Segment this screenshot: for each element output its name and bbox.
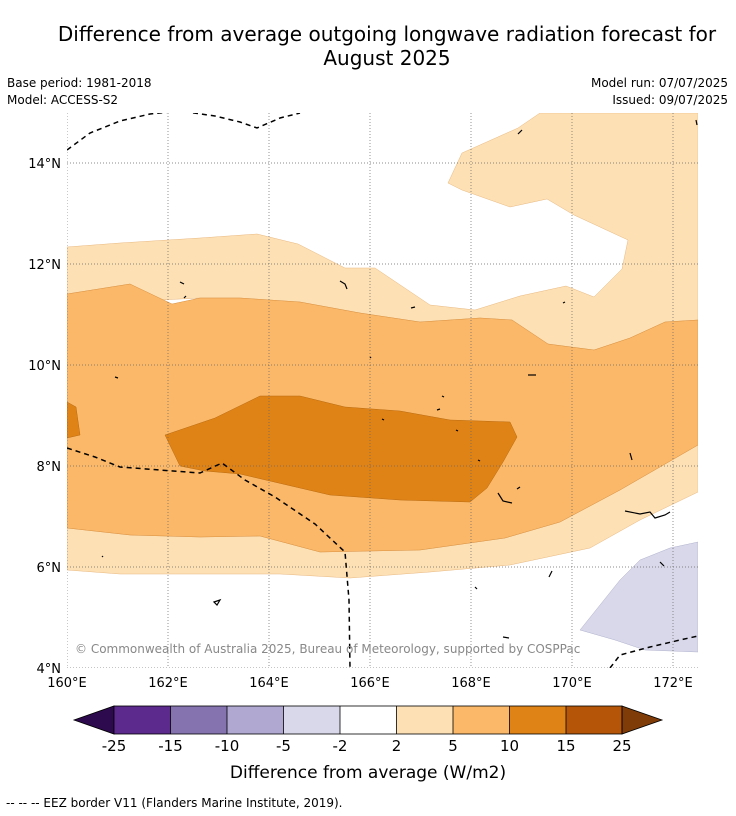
colorbar-bin bbox=[453, 706, 510, 734]
eez-borders bbox=[67, 113, 698, 668]
colorbar-extend-low bbox=[72, 705, 115, 735]
lat-label: 8°N bbox=[37, 460, 62, 475]
base-period: Base period: 1981-2018 bbox=[7, 76, 152, 90]
colorbar-tick: -10 bbox=[215, 737, 240, 755]
lat-label: 6°N bbox=[37, 561, 62, 576]
colorbar-bin bbox=[396, 706, 453, 734]
lon-axis: 160°E 162°E 164°E 166°E 168°E 170°E 172°… bbox=[47, 676, 693, 691]
contour-neg5-neg2 bbox=[579, 541, 698, 653]
lon-label: 170°E bbox=[552, 676, 592, 691]
lat-label: 10°N bbox=[28, 359, 61, 374]
lon-label: 160°E bbox=[47, 676, 87, 691]
colorbar-bin bbox=[227, 706, 284, 734]
lon-label: 166°E bbox=[350, 676, 390, 691]
issued-date: Issued: 09/07/2025 bbox=[612, 93, 728, 107]
colorbar-tick: 10 bbox=[500, 737, 519, 755]
colorbar-tick: -5 bbox=[276, 737, 291, 755]
model-name: Model: ACCESS-S2 bbox=[7, 93, 119, 107]
lat-label: 14°N bbox=[28, 157, 61, 172]
map-watermark: © Commonwealth of Australia 2025, Bureau… bbox=[75, 642, 580, 656]
colorbar-tick: 5 bbox=[448, 737, 458, 755]
islands bbox=[101, 119, 698, 639]
colorbar-label: Difference from average (W/m2) bbox=[230, 763, 506, 783]
eez-legend: -- -- -- EEZ border V11 (Flanders Marine… bbox=[6, 796, 343, 810]
colorbar-tick: 15 bbox=[556, 737, 575, 755]
map-area: © Commonwealth of Australia 2025, Bureau… bbox=[67, 113, 698, 668]
colorbar-bin bbox=[283, 706, 340, 734]
colorbar-bin bbox=[509, 706, 566, 734]
colorbar-tick: 2 bbox=[392, 737, 402, 755]
lon-label: 164°E bbox=[249, 676, 289, 691]
map-title: Difference from average outgoing longwav… bbox=[30, 22, 736, 70]
colorbar-bin bbox=[566, 706, 622, 734]
colorbar-tick: 25 bbox=[612, 737, 631, 755]
title-line-1: Difference from average outgoing longwav… bbox=[57, 22, 717, 46]
meta-left: Base period: 1981-2018 Model: ACCESS-S2 bbox=[7, 75, 152, 109]
lat-label: 12°N bbox=[28, 258, 61, 273]
meta-right: Model run: 07/07/2025 Issued: 09/07/2025 bbox=[591, 75, 728, 109]
contour-10-15-west bbox=[67, 401, 81, 439]
lon-label: 168°E bbox=[451, 676, 491, 691]
colorbar-bin bbox=[340, 706, 397, 734]
colorbar-tick: -15 bbox=[158, 737, 183, 755]
colorbar: -25 -15 -10 -5 -2 2 5 10 15 25 Differenc… bbox=[72, 705, 664, 783]
colorbar-tick: -2 bbox=[333, 737, 348, 755]
lat-axis: 14°N 12°N 10°N 8°N 6°N 4°N bbox=[28, 157, 61, 677]
lat-label: 4°N bbox=[37, 662, 62, 677]
model-run: Model run: 07/07/2025 bbox=[590, 76, 728, 90]
lon-label: 172°E bbox=[653, 676, 693, 691]
contour-10-15 bbox=[164, 395, 518, 503]
lon-label: 162°E bbox=[148, 676, 188, 691]
colorbar-bin bbox=[114, 706, 171, 734]
colorbar-bin bbox=[170, 706, 227, 734]
map-gridlines bbox=[67, 113, 698, 668]
title-line-2: August 2025 bbox=[323, 46, 451, 70]
colorbar-extend-high bbox=[621, 705, 664, 735]
colorbar-tick: -25 bbox=[102, 737, 127, 755]
